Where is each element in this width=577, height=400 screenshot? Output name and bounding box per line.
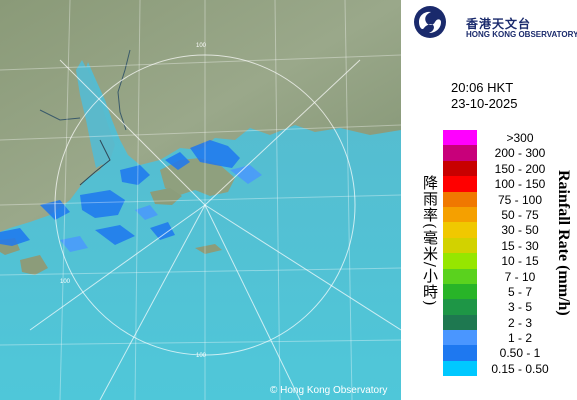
- legend-swatch: [443, 314, 477, 331]
- copyright-text: © Hong Kong Observatory: [270, 385, 388, 396]
- legend-label: 3 - 5: [507, 300, 532, 315]
- rain-echoes-light: [60, 165, 262, 252]
- legend-swatch: [443, 330, 477, 346]
- legend-swatch: [443, 253, 477, 269]
- legend-label: >300: [506, 131, 534, 145]
- legend-label: 50 - 75: [501, 207, 539, 222]
- legend-swatch: [443, 345, 477, 361]
- range-ring-label: 100: [196, 353, 207, 359]
- legend-swatch: [443, 176, 477, 192]
- range-ring-label: 100: [60, 279, 71, 285]
- range-ring-label: 100: [196, 43, 207, 49]
- legend-label: 75 - 100: [497, 192, 543, 207]
- legend-label: 7 - 10: [504, 269, 536, 284]
- legend-title-en: Rainfall Rate (mm/h): [555, 170, 572, 316]
- legend-label: 30 - 50: [501, 223, 539, 238]
- timestamp-time: 20:06 HKT: [451, 80, 514, 95]
- legend-swatch: [443, 283, 477, 300]
- coastline-line: [79, 139, 111, 186]
- hko-logo: 香港天文台 HONG KONG OBSERVATORY: [413, 5, 577, 39]
- legend-panel: 香港天文台 HONG KONG OBSERVATORY 20:06 HKT 23…: [401, 0, 577, 400]
- radar-map-graphic: 100 100 100: [0, 0, 401, 400]
- legend-label: 0.15 - 0.50: [491, 361, 549, 376]
- legend-swatch: [443, 268, 477, 284]
- mainland-land: [0, 0, 401, 232]
- legend-swatch: [443, 299, 477, 315]
- legend-label: 5 - 7: [507, 284, 532, 299]
- rain-echoes: [0, 140, 240, 246]
- legend-title-cn: 降雨率(毫米/小時): [421, 175, 439, 307]
- hko-swirl-logo-icon: [414, 6, 446, 38]
- legend-label: 100 - 150: [494, 177, 546, 192]
- legend-swatch: [443, 360, 477, 377]
- legend-label: 150 - 200: [494, 161, 546, 176]
- legend-swatch: [443, 206, 477, 223]
- lantau-island: [150, 188, 182, 205]
- legend-label: 10 - 15: [501, 254, 539, 269]
- south-island: [195, 244, 222, 254]
- legend-label: 15 - 30: [501, 238, 539, 253]
- legend-swatch: [443, 145, 477, 161]
- timestamp-date: 23-10-2025: [451, 96, 518, 111]
- legend-swatch: [443, 130, 477, 146]
- legend-swatch: [443, 191, 477, 207]
- legend-label: 1 - 2: [507, 331, 532, 346]
- pearl-river-estuary: [76, 60, 115, 168]
- legend-label: 2 - 3: [507, 315, 532, 330]
- hko-name-en: HONG KONG OBSERVATORY: [466, 30, 577, 39]
- west-island-1: [20, 255, 48, 275]
- hko-name-cn: 香港天文台: [466, 17, 532, 31]
- range-ring: [29, 54, 401, 400]
- legend-swatch: [443, 222, 477, 238]
- river-line: [39, 109, 81, 121]
- legend-swatch: [443, 237, 477, 254]
- legend-swatch: [443, 160, 477, 177]
- legend-label: 200 - 300: [494, 146, 546, 161]
- river-line: [117, 49, 131, 131]
- legend-label: 0.50 - 1: [499, 346, 541, 361]
- radar-map[interactable]: 100 100 100 © Hong Kong Observatory: [0, 0, 401, 400]
